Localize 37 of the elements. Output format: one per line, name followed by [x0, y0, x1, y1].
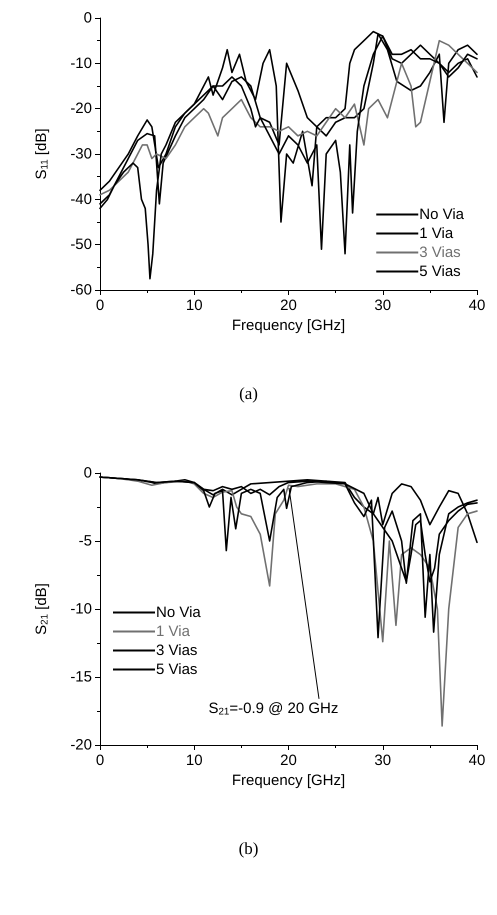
- y-tick-label: -30: [70, 146, 92, 162]
- legend-label: 3 Vias: [419, 244, 461, 261]
- x-axis-title: Frequency [GHz]: [232, 772, 346, 789]
- legend-label: No Via: [156, 604, 202, 621]
- y-tick-label: 0: [84, 10, 92, 26]
- x-tick-label: 0: [96, 297, 104, 314]
- annotation: S21=-0.9 @ 20 GHz: [208, 700, 338, 718]
- x-axis-title: Frequency [GHz]: [232, 317, 346, 334]
- y-tick-label: -10: [70, 54, 92, 72]
- y-tick-label: -10: [70, 600, 92, 618]
- x-tick-label: 30: [374, 297, 392, 314]
- y-tick-label: -40: [70, 190, 92, 208]
- x-tick-label: 30: [374, 752, 392, 769]
- x-tick-label: 10: [186, 752, 203, 769]
- x-tick-label: 0: [96, 752, 104, 769]
- y-tick-label: -20: [70, 736, 92, 754]
- legend-label: 5 Vias: [419, 263, 461, 280]
- x-tick-label: 40: [468, 752, 486, 769]
- x-tick-label: 20: [280, 752, 297, 769]
- y-tick-label: 0: [84, 464, 92, 482]
- text: (a): [239, 384, 258, 403]
- legend-label: 5 Vias: [156, 661, 198, 678]
- y-tick-label: -60: [70, 282, 92, 298]
- y-axis-title: S21 [dB]: [33, 583, 50, 635]
- y-axis-title: S11 [dB]: [33, 128, 50, 180]
- legend-label: 1 Via: [419, 225, 454, 242]
- y-tick-label: -50: [70, 236, 92, 254]
- legend-label: 1 Via: [156, 623, 191, 640]
- text: (b): [238, 839, 258, 858]
- x-tick-label: 20: [280, 297, 297, 314]
- x-tick-label: 10: [186, 297, 203, 314]
- y-tick-label: -20: [70, 100, 92, 118]
- legend-label: No Via: [419, 206, 465, 223]
- x-tick-label: 40: [468, 297, 486, 314]
- y-tick-label: -15: [70, 668, 92, 686]
- legend-label: 3 Vias: [156, 642, 198, 659]
- y-tick-label: -5: [78, 532, 92, 550]
